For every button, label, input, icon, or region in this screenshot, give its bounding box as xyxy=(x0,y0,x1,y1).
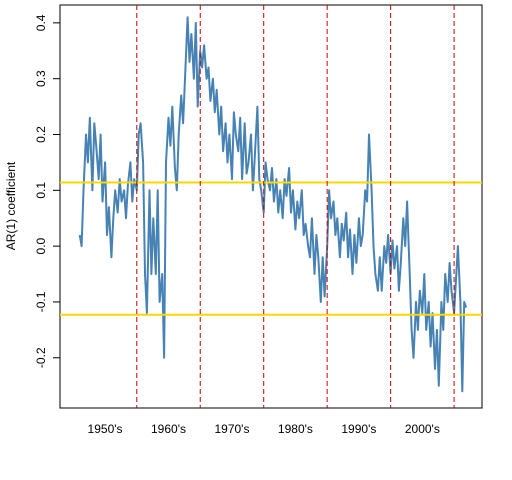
series-line xyxy=(78,16,468,393)
x-label: 1990's xyxy=(341,422,376,436)
x-label: 1980's xyxy=(278,422,313,436)
y-axis-label: AR(1) coefficient xyxy=(4,161,18,250)
x-label: 1960's xyxy=(151,422,186,436)
y-tick-label: -0.1 xyxy=(34,291,48,312)
y-tick-label: 0.4 xyxy=(34,14,48,31)
x-label: 1970's xyxy=(214,422,249,436)
y-tick-label: 0.1 xyxy=(34,182,48,199)
x-label: 1950's xyxy=(88,422,123,436)
x-label: 2000's xyxy=(405,422,440,436)
y-tick-label: 0.3 xyxy=(34,70,48,87)
plot-box xyxy=(59,4,483,409)
y-tick-label: 0.0 xyxy=(34,237,48,254)
y-tick-label: -0.2 xyxy=(34,347,48,368)
y-tick-label: 0.2 xyxy=(34,126,48,143)
